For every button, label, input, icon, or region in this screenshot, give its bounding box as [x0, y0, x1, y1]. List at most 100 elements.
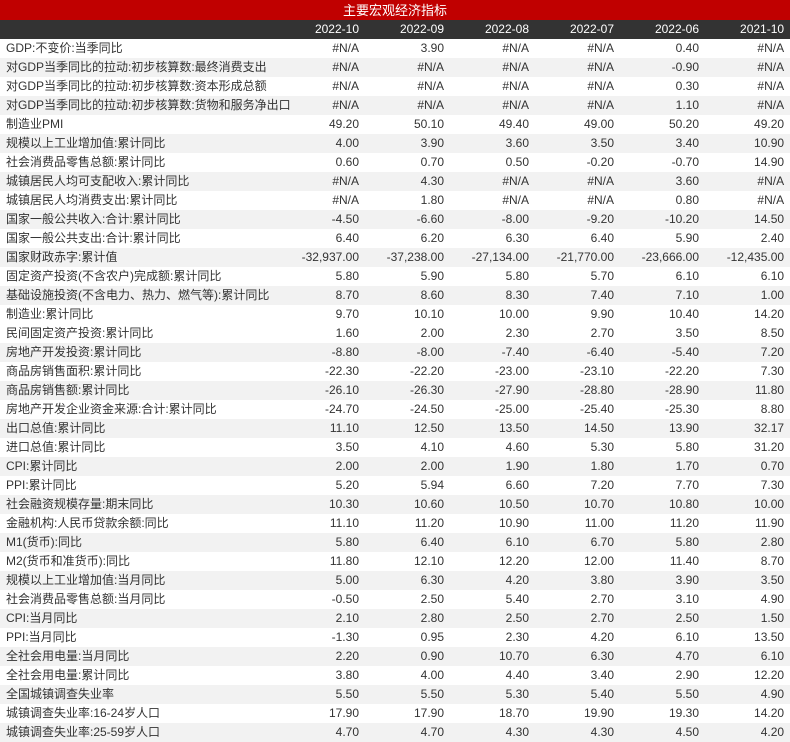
row-label: 出口总值:累计同比 [0, 419, 280, 438]
cell-value: 3.60 [450, 134, 535, 153]
cell-value: #N/A [450, 96, 535, 115]
cell-value: 2.80 [705, 533, 790, 552]
cell-value: -9.20 [535, 210, 620, 229]
cell-value: 2.70 [535, 590, 620, 609]
row-label: 国家财政赤字:累计值 [0, 248, 280, 267]
cell-value: -6.60 [365, 210, 450, 229]
cell-value: 17.90 [365, 704, 450, 723]
cell-value: 11.20 [620, 514, 705, 533]
cell-value: 8.60 [365, 286, 450, 305]
cell-value: 0.70 [365, 153, 450, 172]
cell-value: 0.60 [280, 153, 365, 172]
cell-value: #N/A [535, 172, 620, 191]
cell-value: 2.70 [535, 324, 620, 343]
cell-value: 3.50 [535, 134, 620, 153]
cell-value: 19.90 [535, 704, 620, 723]
cell-value: #N/A [535, 191, 620, 210]
table-row: 制造业PMI49.2050.1049.4049.0050.2049.20 [0, 115, 790, 134]
row-label: 全社会用电量:当月同比 [0, 647, 280, 666]
cell-value: 10.00 [450, 305, 535, 324]
cell-value: 5.50 [365, 685, 450, 704]
row-label: CPI:累计同比 [0, 457, 280, 476]
col-header: 2022-08 [450, 20, 535, 39]
cell-value: 3.50 [280, 438, 365, 457]
cell-value: 1.80 [365, 191, 450, 210]
cell-value: 6.30 [365, 571, 450, 590]
cell-value: 1.90 [450, 457, 535, 476]
table-row: 社会消费品零售总额:累计同比0.600.700.50-0.20-0.7014.9… [0, 153, 790, 172]
row-label: 商品房销售面积:累计同比 [0, 362, 280, 381]
cell-value: 14.50 [535, 419, 620, 438]
cell-value: 2.00 [280, 457, 365, 476]
table-row: 金融机构:人民币贷款余额:同比11.1011.2010.9011.0011.20… [0, 514, 790, 533]
table-row: 国家一般公共收入:合计:累计同比-4.50-6.60-8.00-9.20-10.… [0, 210, 790, 229]
cell-value: 3.90 [620, 571, 705, 590]
cell-value: 1.50 [705, 609, 790, 628]
cell-value: 3.40 [620, 134, 705, 153]
cell-value: 4.70 [365, 723, 450, 742]
table-row: 固定资产投资(不含农户)完成额:累计同比5.805.905.805.706.10… [0, 267, 790, 286]
cell-value: 5.20 [280, 476, 365, 495]
cell-value: 10.70 [450, 647, 535, 666]
cell-value: 7.40 [535, 286, 620, 305]
table-row: 社会融资规模存量:期末同比10.3010.6010.5010.7010.8010… [0, 495, 790, 514]
cell-value: #N/A [450, 172, 535, 191]
cell-value: 2.00 [365, 457, 450, 476]
cell-value: -23,666.00 [620, 248, 705, 267]
cell-value: 12.50 [365, 419, 450, 438]
table-row: 城镇居民人均可支配收入:累计同比#N/A4.30#N/A#N/A3.60#N/A [0, 172, 790, 191]
cell-value: -37,238.00 [365, 248, 450, 267]
cell-value: 4.90 [705, 685, 790, 704]
cell-value: 6.40 [365, 533, 450, 552]
cell-value: 5.00 [280, 571, 365, 590]
cell-value: 5.94 [365, 476, 450, 495]
cell-value: 11.10 [280, 419, 365, 438]
table-row: 进口总值:累计同比3.504.104.605.305.8031.20 [0, 438, 790, 457]
cell-value: 2.50 [450, 609, 535, 628]
cell-value: 6.10 [620, 267, 705, 286]
table-row: 国家财政赤字:累计值-32,937.00-37,238.00-27,134.00… [0, 248, 790, 267]
row-label: 城镇居民人均可支配收入:累计同比 [0, 172, 280, 191]
cell-value: -24.70 [280, 400, 365, 419]
cell-value: 6.40 [535, 229, 620, 248]
cell-value: 3.60 [620, 172, 705, 191]
cell-value: 4.20 [450, 571, 535, 590]
cell-value: 2.30 [450, 324, 535, 343]
cell-value: 0.30 [620, 77, 705, 96]
table-row: 规模以上工业增加值:当月同比5.006.304.203.803.903.50 [0, 571, 790, 590]
cell-value: 6.30 [535, 647, 620, 666]
cell-value: 3.90 [365, 134, 450, 153]
cell-value: -28.80 [535, 381, 620, 400]
table-row: 对GDP当季同比的拉动:初步核算数:最终消费支出#N/A#N/A#N/A#N/A… [0, 58, 790, 77]
table-row: PPI:当月同比-1.300.952.304.206.1013.50 [0, 628, 790, 647]
cell-value: 11.90 [705, 514, 790, 533]
row-label: 对GDP当季同比的拉动:初步核算数:货物和服务净出口 [0, 96, 280, 115]
cell-value: -25.30 [620, 400, 705, 419]
cell-value: 32.17 [705, 419, 790, 438]
cell-value: 10.30 [280, 495, 365, 514]
cell-value: -8.00 [365, 343, 450, 362]
cell-value: 8.30 [450, 286, 535, 305]
cell-value: 11.20 [365, 514, 450, 533]
cell-value: 2.20 [280, 647, 365, 666]
cell-value: 5.40 [535, 685, 620, 704]
cell-value: 0.90 [365, 647, 450, 666]
row-label: 对GDP当季同比的拉动:初步核算数:最终消费支出 [0, 58, 280, 77]
cell-value: 10.90 [705, 134, 790, 153]
cell-value: 13.90 [620, 419, 705, 438]
cell-value: 2.10 [280, 609, 365, 628]
cell-value: -22.20 [620, 362, 705, 381]
cell-value: 0.40 [620, 39, 705, 58]
col-header: 2022-09 [365, 20, 450, 39]
cell-value: 10.60 [365, 495, 450, 514]
row-label: 基础设施投资(不含电力、热力、燃气等):累计同比 [0, 286, 280, 305]
cell-value: 10.90 [450, 514, 535, 533]
table-title-row: 主要宏观经济指标 [0, 0, 790, 20]
cell-value: #N/A [365, 77, 450, 96]
row-label: 商品房销售额:累计同比 [0, 381, 280, 400]
cell-value: #N/A [705, 96, 790, 115]
cell-value: -8.80 [280, 343, 365, 362]
cell-value: 2.00 [365, 324, 450, 343]
cell-value: #N/A [535, 39, 620, 58]
cell-value: 10.40 [620, 305, 705, 324]
